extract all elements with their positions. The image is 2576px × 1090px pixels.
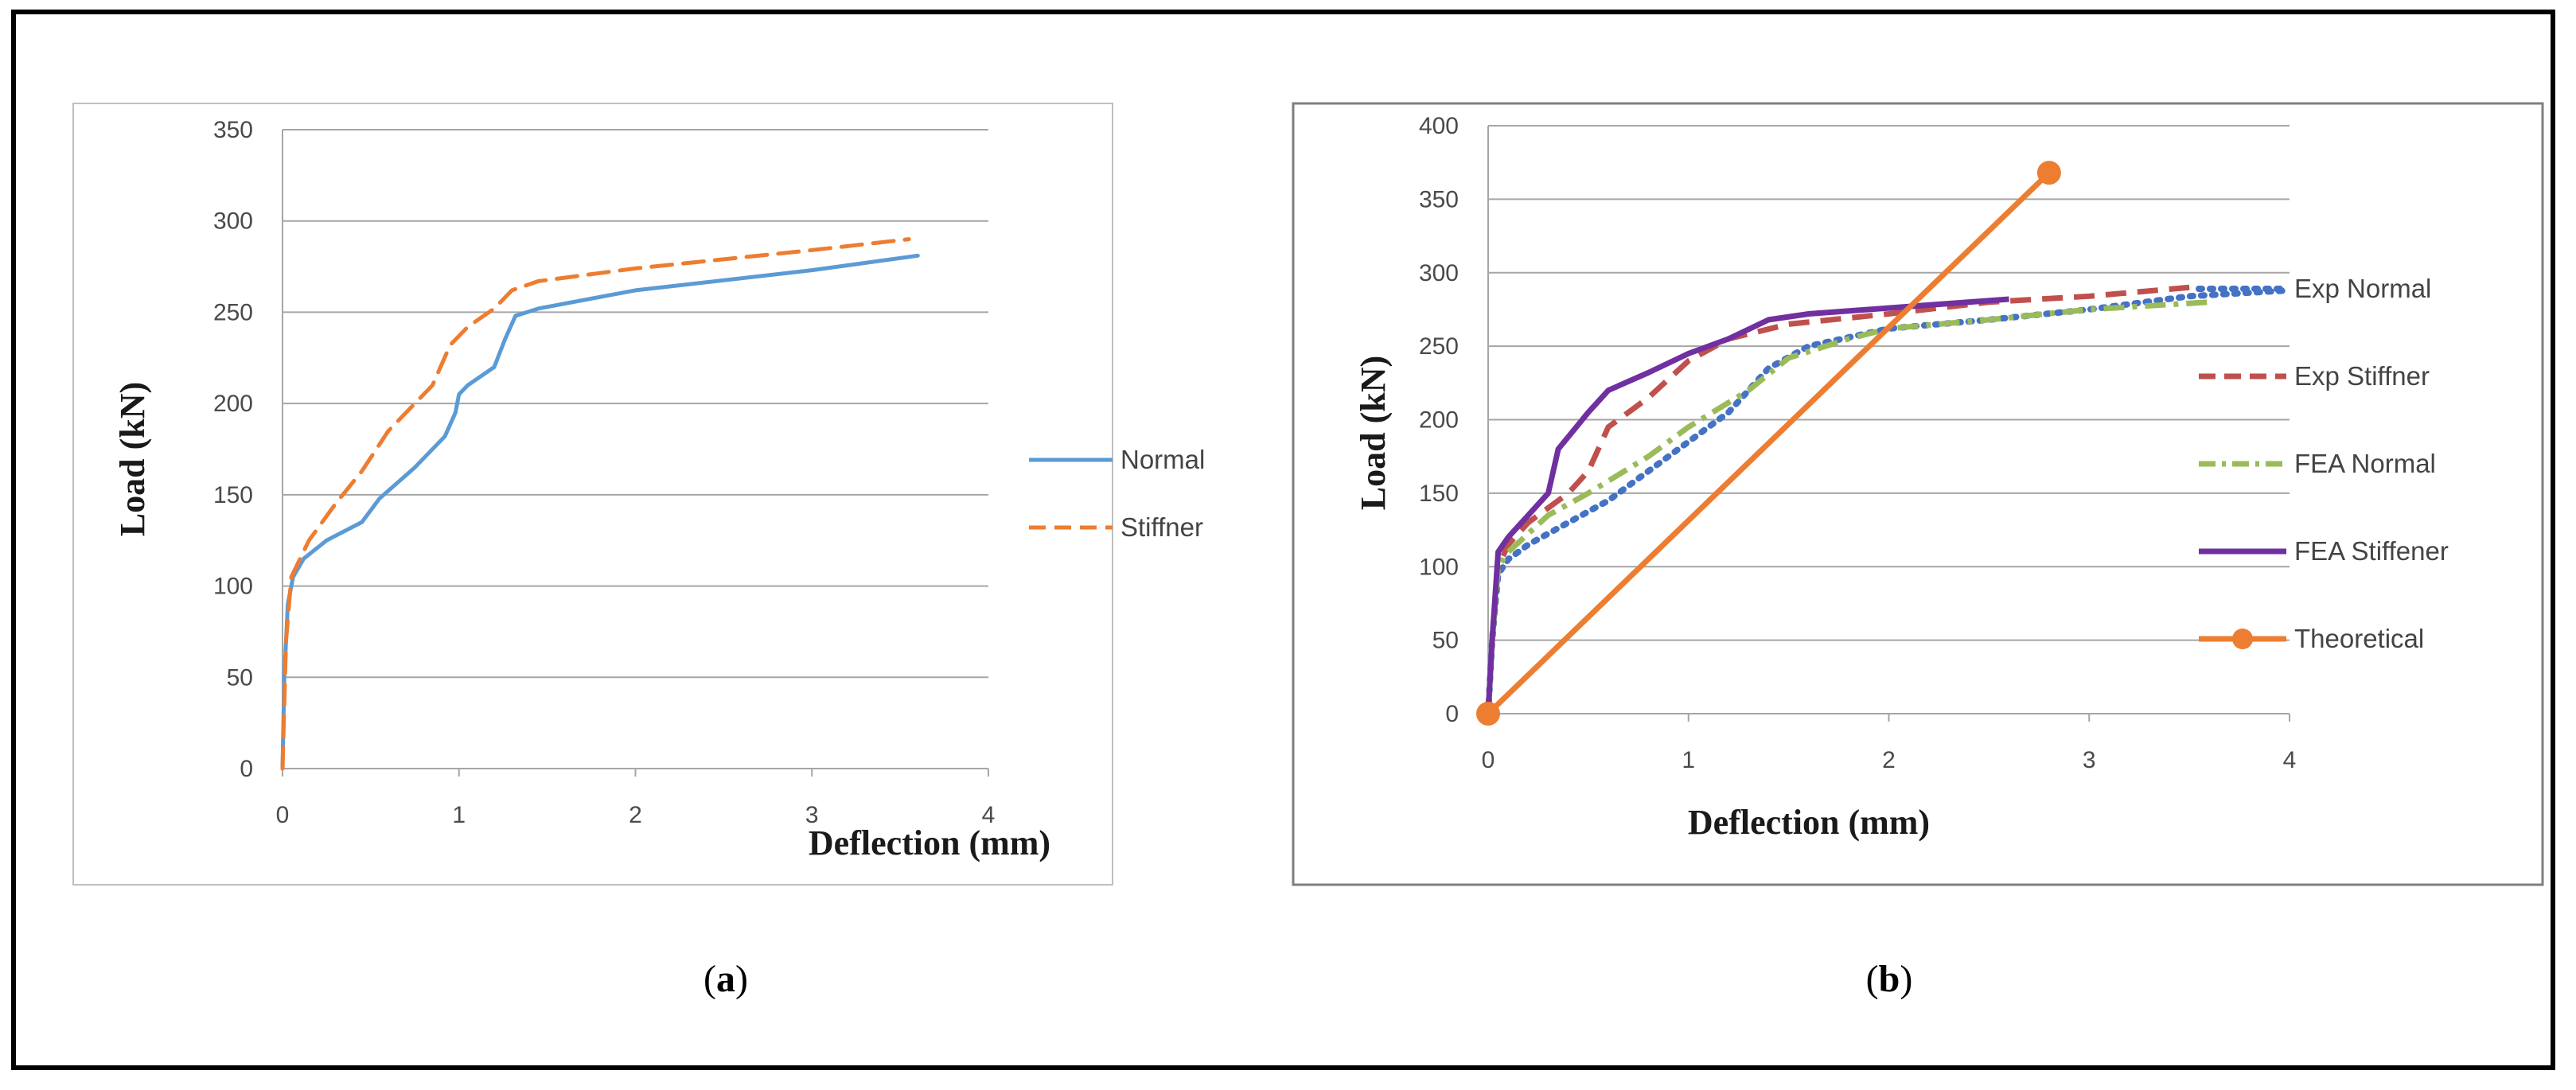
marker-theoretical (1476, 702, 1500, 726)
y-tick-label: 200 (213, 391, 253, 417)
panel-a-x-axis-title: Deflection (mm) (809, 823, 1050, 862)
legend-label-normal: Normal (1120, 445, 1205, 474)
panel-b-caption-letter: b (1879, 958, 1900, 1000)
y-tick-label: 50 (1432, 628, 1459, 654)
series-line-fea-stiffener (1485, 296, 2009, 714)
x-tick-label: 3 (2083, 747, 2096, 773)
y-tick-label: 0 (240, 756, 253, 782)
panel-a-series (280, 237, 920, 771)
figure-frame (11, 10, 2555, 1070)
y-tick-label: 350 (1419, 186, 1459, 212)
x-tick-label: 4 (2283, 747, 2297, 773)
panel-b-x-axis-title: Deflection (mm) (1688, 803, 1930, 842)
y-tick-label: 250 (213, 299, 253, 325)
panel-b-plot-frame (1292, 102, 2544, 886)
y-tick-label: 400 (1419, 113, 1459, 139)
x-tick-label: 1 (1682, 747, 1695, 773)
legend-label-fea-stiffener: FEA Stiffener (2294, 536, 2449, 566)
panel-a-caption-letter: a (716, 958, 735, 1000)
legend-marker-theoretical (2232, 629, 2253, 649)
marker-theoretical (2036, 161, 2061, 185)
panel-b-x-ticks: 0 1 2 3 4 (1482, 747, 2297, 773)
legend-label-theoretical: Theoretical (2294, 624, 2424, 653)
panel-a-x-ticks: 0 1 2 3 4 (276, 802, 996, 828)
y-tick-label: 300 (1419, 260, 1459, 286)
x-tick-label: 0 (276, 802, 290, 828)
x-tick-label: 1 (452, 802, 466, 828)
panel-b-legend: Exp Normal Exp Stiffner FEA Normal FEA Stif… (2196, 274, 2449, 653)
series-line-exp-stiffner (1485, 284, 2190, 714)
panel-a-chart: 0 50 100 150 200 250 300 350 0 1 2 3 4 Deflection (… (72, 103, 1205, 1000)
x-tick-label: 0 (1482, 747, 1495, 773)
legend-label-exp-stiffner: Exp Stiffner (2294, 361, 2430, 391)
legend-label-stiffner: Stiffner (1120, 512, 1203, 542)
y-tick-label: 0 (1445, 701, 1459, 727)
panel-b-y-ticks: 0 50 100 150 200 250 300 350 400 (1419, 113, 1459, 727)
y-tick-label: 150 (213, 482, 253, 508)
y-tick-label: 150 (1419, 481, 1459, 507)
y-tick-label: 200 (1419, 407, 1459, 434)
panel-a-y-axis-title: Load (kN) (113, 382, 152, 536)
series-line-theoretical (1486, 170, 2052, 716)
y-tick-label: 250 (1419, 333, 1459, 360)
legend-label-exp-normal: Exp Normal (2294, 274, 2431, 303)
x-tick-label: 2 (629, 802, 642, 828)
x-tick-label: 2 (1882, 747, 1896, 773)
x-tick-label: 4 (982, 802, 996, 828)
series-line-stiffner (280, 237, 911, 771)
panel-b-chart: 0 50 100 150 200 250 300 350 400 0 1 2 3 4 Deflectio… (1292, 102, 2544, 1000)
panel-b-y-axis-title: Load (kN) (1354, 356, 1393, 510)
y-tick-label: 50 (227, 664, 253, 691)
panel-a-legend: Normal Stiffner (1029, 445, 1205, 542)
panel-a-caption: (a) (703, 958, 748, 1000)
y-tick-label: 300 (213, 208, 253, 235)
panel-b-caption: (b) (1866, 958, 1913, 1000)
x-tick-label: 3 (805, 802, 819, 828)
y-tick-label: 100 (213, 574, 253, 600)
panel-a-gridlines (282, 129, 989, 777)
series-line-fea-normal (1485, 299, 2210, 714)
panel-b-series (1476, 161, 2293, 726)
y-tick-label: 350 (213, 117, 253, 143)
legend-label-fea-normal: FEA Normal (2294, 449, 2436, 478)
y-tick-label: 100 (1419, 554, 1459, 580)
panel-a-y-ticks: 0 50 100 150 200 250 300 350 (213, 117, 253, 782)
